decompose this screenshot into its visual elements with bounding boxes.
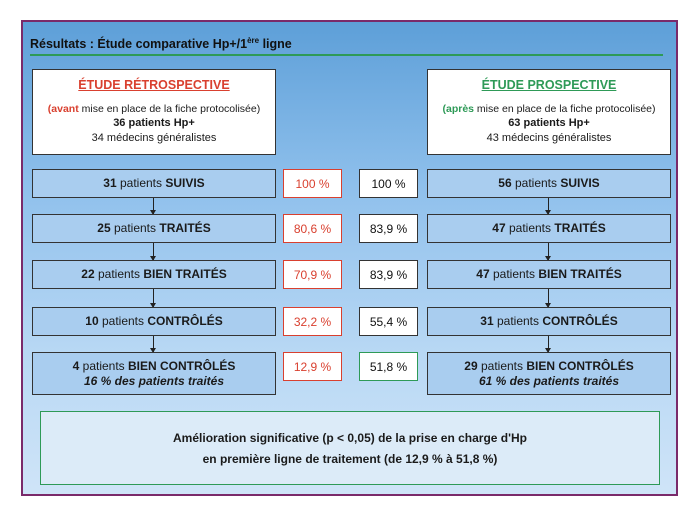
retrospective-condition: (avant mise en place de la fiche protoco… bbox=[47, 102, 261, 115]
prosp-pct-suivis: 100 % bbox=[359, 169, 418, 198]
prosp-arrow-4 bbox=[545, 336, 551, 353]
prospective-condition: (après mise en place de la fiche protoco… bbox=[442, 102, 656, 115]
retrospective-title: ÉTUDE RÉTROSPECTIVE bbox=[78, 78, 230, 92]
retro-arrow-1 bbox=[150, 198, 156, 215]
prospective-patients: 63 patients Hp+ bbox=[508, 117, 590, 129]
conclusion-line-1: Amélioration significative (p < 0,05) de… bbox=[173, 431, 527, 445]
prosp-pct-controles: 55,4 % bbox=[359, 307, 418, 336]
retrospective-patients: 36 patients Hp+ bbox=[113, 117, 195, 129]
prosp-stage-bien-traites: 47 patients BIEN TRAITÉS bbox=[427, 260, 671, 289]
figure-title: Résultats : Étude comparative Hp+/1ère l… bbox=[30, 36, 292, 52]
retro-stage-suivis: 31 patients SUIVIS bbox=[32, 169, 276, 198]
retro-arrow-2 bbox=[150, 243, 156, 261]
retro-stage-traites: 25 patients TRAITÉS bbox=[32, 214, 276, 243]
retro-arrow-3 bbox=[150, 289, 156, 308]
conclusion-box: Amélioration significative (p < 0,05) de… bbox=[40, 411, 660, 485]
prosp-sub-note: 61 % des patients traités bbox=[478, 373, 620, 388]
retro-pct-suivis: 100 % bbox=[283, 169, 342, 198]
prospective-title: ÉTUDE PROSPECTIVE bbox=[481, 78, 617, 92]
retro-stage-bien-controles: 4 patients BIEN CONTRÔLÉS 16 % des patie… bbox=[32, 352, 276, 395]
prosp-stage-traites: 47 patients TRAITÉS bbox=[427, 214, 671, 243]
conclusion-line-2: en première ligne de traitement (de 12,9… bbox=[202, 452, 498, 466]
retrospective-study-box: ÉTUDE RÉTROSPECTIVE (avant mise en place… bbox=[32, 69, 276, 155]
prosp-pct-bien-traites: 83,9 % bbox=[359, 260, 418, 289]
prosp-pct-bien-controles: 51,8 % bbox=[359, 352, 418, 381]
retro-pct-bien-traites: 70,9 % bbox=[283, 260, 342, 289]
retro-pct-traites: 80,6 % bbox=[283, 214, 342, 243]
prosp-stage-controles: 31 patients CONTRÔLÉS bbox=[427, 307, 671, 336]
retro-arrow-4 bbox=[150, 336, 156, 353]
prospective-study-box: ÉTUDE PROSPECTIVE (après mise en place d… bbox=[427, 69, 671, 155]
retro-sub-note: 16 % des patients traités bbox=[83, 373, 225, 388]
prosp-arrow-3 bbox=[545, 289, 551, 308]
retrospective-doctors: 34 médecins généralistes bbox=[91, 131, 217, 144]
retro-pct-controles: 32,2 % bbox=[283, 307, 342, 336]
prosp-stage-bien-controles: 29 patients BIEN CONTRÔLÉS 61 % des pati… bbox=[427, 352, 671, 395]
retro-pct-bien-controles: 12,9 % bbox=[283, 352, 342, 381]
prosp-arrow-1 bbox=[545, 198, 551, 215]
retro-stage-controles: 10 patients CONTRÔLÉS bbox=[32, 307, 276, 336]
prosp-pct-traites: 83,9 % bbox=[359, 214, 418, 243]
prosp-stage-suivis: 56 patients SUIVIS bbox=[427, 169, 671, 198]
title-divider bbox=[30, 54, 663, 56]
prospective-doctors: 43 médecins généralistes bbox=[486, 131, 612, 144]
prosp-arrow-2 bbox=[545, 243, 551, 261]
retro-stage-bien-traites: 22 patients BIEN TRAITÉS bbox=[32, 260, 276, 289]
